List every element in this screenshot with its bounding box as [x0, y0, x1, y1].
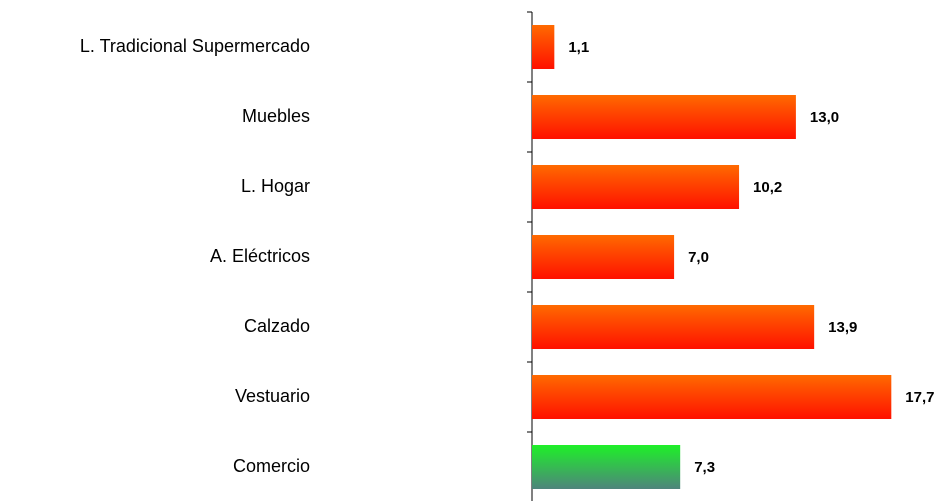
- value-label: 1,1: [568, 39, 589, 56]
- value-label: 7,0: [688, 249, 709, 266]
- bar: [532, 165, 740, 209]
- bar: [532, 305, 815, 349]
- category-label: Muebles: [242, 106, 310, 126]
- category-label: L. Tradicional Supermercado: [80, 36, 310, 56]
- bar: [532, 375, 892, 419]
- value-label: 13,9: [828, 319, 857, 336]
- bar: [532, 445, 681, 489]
- bar: [532, 95, 796, 139]
- bar: [532, 25, 555, 69]
- category-label: Comercio: [233, 456, 310, 476]
- value-label: 7,3: [694, 459, 715, 476]
- value-label: 10,2: [753, 179, 782, 196]
- value-label: 17,7: [905, 389, 934, 406]
- bar: [532, 235, 675, 279]
- value-label: 13,0: [810, 109, 839, 126]
- category-label: L. Hogar: [241, 176, 310, 196]
- category-label: Calzado: [244, 316, 310, 336]
- category-label: Vestuario: [235, 386, 310, 406]
- category-label: A. Eléctricos: [210, 246, 310, 266]
